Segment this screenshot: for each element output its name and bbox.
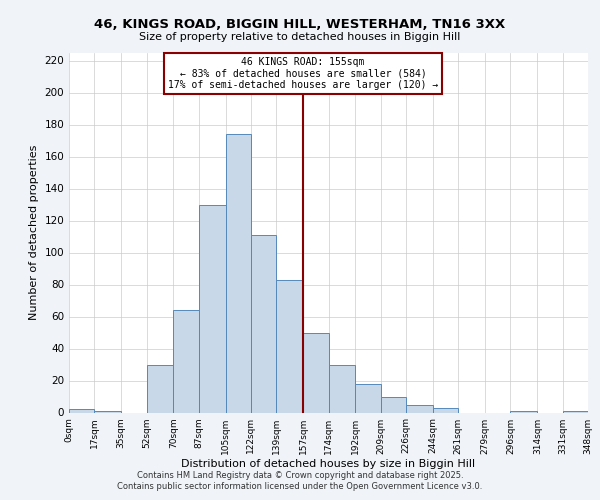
Bar (173, 310, 199, 412)
Bar (406, 404, 433, 412)
Bar (303, 332, 329, 412)
X-axis label: Distribution of detached houses by size in Biggin Hill: Distribution of detached houses by size … (181, 460, 476, 469)
Bar (433, 408, 458, 412)
Bar (329, 364, 355, 412)
Bar (355, 384, 380, 412)
Bar (199, 204, 226, 412)
Bar (94, 411, 121, 412)
Bar (511, 411, 537, 412)
Text: Contains HM Land Registry data © Crown copyright and database right 2025.: Contains HM Land Registry data © Crown c… (137, 471, 463, 480)
Bar (69, 410, 94, 412)
Bar (146, 364, 173, 412)
Bar (563, 411, 588, 412)
Text: 46, KINGS ROAD, BIGGIN HILL, WESTERHAM, TN16 3XX: 46, KINGS ROAD, BIGGIN HILL, WESTERHAM, … (94, 18, 506, 30)
Text: Contains public sector information licensed under the Open Government Licence v3: Contains public sector information licen… (118, 482, 482, 491)
Text: Size of property relative to detached houses in Biggin Hill: Size of property relative to detached ho… (139, 32, 461, 42)
Bar (277, 280, 303, 412)
Bar (226, 134, 251, 412)
Text: 46 KINGS ROAD: 155sqm
← 83% of detached houses are smaller (584)
17% of semi-det: 46 KINGS ROAD: 155sqm ← 83% of detached … (168, 58, 438, 90)
Bar (251, 235, 277, 412)
Y-axis label: Number of detached properties: Number of detached properties (29, 145, 39, 320)
Bar (380, 396, 406, 412)
